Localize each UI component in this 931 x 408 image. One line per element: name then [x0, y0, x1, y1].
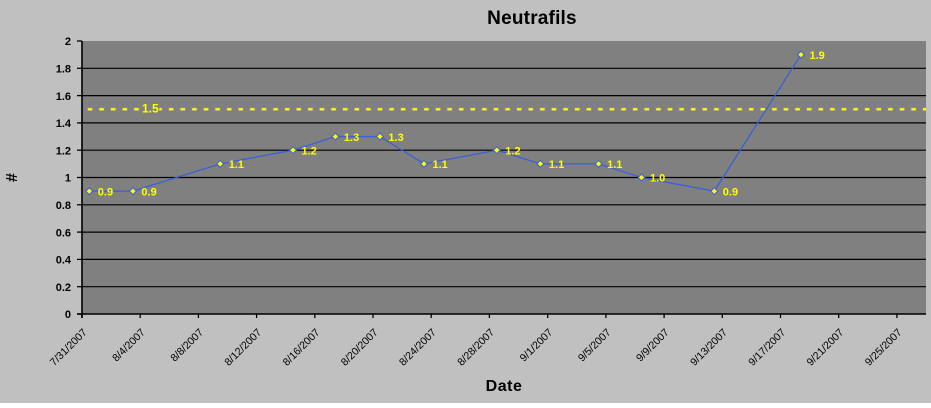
svg-text:1.2: 1.2 [505, 145, 520, 157]
svg-text:1.3: 1.3 [388, 132, 403, 144]
svg-text:1.3: 1.3 [344, 132, 359, 144]
svg-text:0.4: 0.4 [56, 255, 72, 267]
svg-text:1.6: 1.6 [56, 91, 71, 103]
svg-text:1.1: 1.1 [607, 159, 622, 171]
svg-text:0: 0 [65, 309, 71, 321]
svg-text:1.5: 1.5 [142, 102, 159, 116]
svg-text:1.9: 1.9 [810, 50, 825, 62]
svg-text:1.1: 1.1 [229, 159, 244, 171]
svg-text:2: 2 [65, 36, 71, 48]
svg-text:0.6: 0.6 [56, 227, 71, 239]
svg-text:1.1: 1.1 [549, 159, 564, 171]
svg-text:#: # [4, 173, 21, 182]
svg-text:0.9: 0.9 [723, 186, 738, 198]
svg-text:1.1: 1.1 [433, 159, 448, 171]
svg-text:1.8: 1.8 [56, 64, 71, 76]
svg-text:1.4: 1.4 [56, 118, 72, 130]
svg-text:1.2: 1.2 [56, 145, 71, 157]
svg-text:1.2: 1.2 [302, 145, 317, 157]
svg-text:1: 1 [65, 173, 71, 185]
svg-text:Date: Date [486, 378, 523, 395]
svg-text:0.2: 0.2 [56, 282, 71, 294]
svg-text:0.8: 0.8 [56, 200, 71, 212]
svg-text:1.0: 1.0 [650, 173, 665, 185]
svg-text:0.9: 0.9 [141, 186, 156, 198]
svg-text:0.9: 0.9 [98, 186, 113, 198]
svg-text:Neutrafils: Neutrafils [487, 8, 577, 29]
